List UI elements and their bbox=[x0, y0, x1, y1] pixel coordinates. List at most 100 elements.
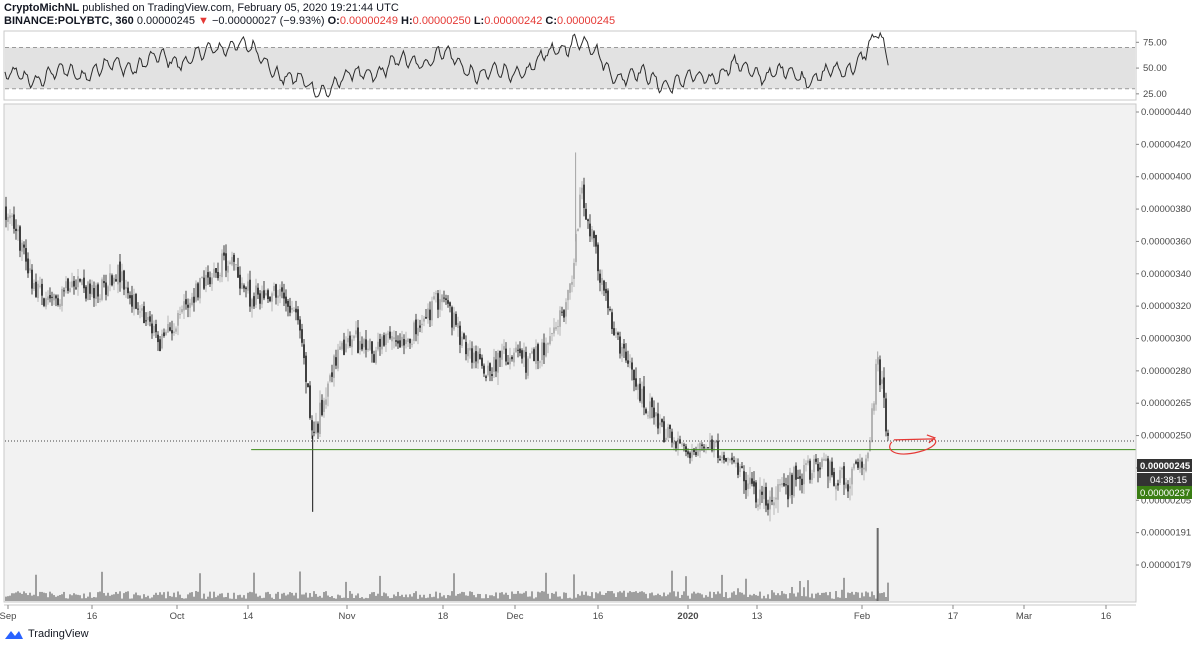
volume-bar bbox=[439, 592, 441, 601]
candle-body bbox=[543, 342, 545, 356]
candle-body bbox=[601, 277, 603, 285]
candle-body bbox=[127, 287, 129, 294]
volume-bar bbox=[709, 591, 711, 601]
volume-bar bbox=[457, 593, 459, 601]
candle-body bbox=[815, 458, 817, 462]
candle-body bbox=[697, 449, 699, 456]
candle-body bbox=[473, 352, 475, 364]
rsi-line bbox=[4, 31, 889, 98]
volume-bar bbox=[271, 597, 273, 601]
volume-bar bbox=[331, 596, 333, 601]
candle-body bbox=[15, 228, 17, 232]
candle-body bbox=[489, 363, 491, 372]
candle-body bbox=[615, 332, 617, 334]
candle-body bbox=[471, 348, 473, 363]
price-pane[interactable] bbox=[3, 103, 1137, 603]
candle-body bbox=[711, 439, 713, 451]
volume-bar bbox=[451, 591, 453, 601]
tradingview-logo-icon[interactable] bbox=[4, 628, 24, 640]
author-name[interactable]: CryptoMichNL bbox=[4, 2, 80, 14]
volume-bar bbox=[109, 595, 111, 601]
volume-bar bbox=[97, 592, 99, 601]
rsi-tick-label: 50.00 bbox=[1143, 63, 1167, 74]
price-tick-label: 0.00000440 bbox=[1141, 107, 1191, 118]
candle-body bbox=[599, 273, 601, 283]
candle-body bbox=[727, 458, 729, 460]
candle-body bbox=[323, 400, 325, 412]
candle-body bbox=[795, 465, 797, 480]
volume-bar bbox=[793, 593, 795, 601]
volume-bar bbox=[523, 592, 525, 601]
volume-bar bbox=[615, 597, 617, 601]
arrow-annotation[interactable] bbox=[889, 434, 937, 455]
volume-bar bbox=[657, 593, 659, 601]
volume-bar bbox=[323, 591, 325, 601]
tradingview-brand[interactable]: TradingView bbox=[28, 628, 89, 640]
candle-body bbox=[745, 480, 747, 491]
time-axis[interactable]: Sep 16 Oct 14 Nov 18 Dec 16 2020 13 Feb 17 Mar 16 bbox=[0, 605, 1111, 622]
volume-bar bbox=[513, 593, 515, 601]
candle-body bbox=[559, 310, 561, 327]
volume-bar bbox=[747, 597, 749, 601]
candle-body bbox=[565, 302, 567, 317]
volume-bar bbox=[655, 595, 657, 601]
volume-bar bbox=[443, 595, 445, 601]
time-tick-label: 14 bbox=[243, 611, 254, 622]
volume-bar bbox=[263, 597, 265, 601]
candle-body bbox=[459, 325, 461, 345]
volume-bar bbox=[211, 598, 213, 601]
candle-body bbox=[71, 281, 73, 287]
time-tick-label: Mar bbox=[1016, 611, 1032, 622]
candle-body bbox=[743, 471, 745, 482]
volume-bar bbox=[563, 592, 565, 601]
candle-body bbox=[575, 233, 577, 263]
candle-body bbox=[701, 444, 703, 446]
volume-bar bbox=[205, 598, 207, 601]
volume-bar bbox=[219, 593, 221, 601]
candle-body bbox=[703, 446, 705, 449]
candle-body bbox=[221, 253, 223, 278]
candle-body bbox=[763, 486, 765, 500]
candle-body bbox=[649, 401, 651, 419]
candle-body bbox=[569, 283, 571, 293]
volume-bar bbox=[169, 596, 171, 601]
candle-body bbox=[395, 340, 397, 342]
volume-bar bbox=[849, 593, 851, 601]
volume-bar bbox=[835, 591, 837, 601]
volume-bar bbox=[179, 594, 181, 601]
volume-bar bbox=[601, 594, 603, 601]
volume-bar bbox=[227, 592, 229, 601]
volume-bar bbox=[887, 582, 889, 601]
volume-bar bbox=[131, 598, 133, 601]
volume-bar bbox=[93, 596, 95, 601]
volume-bar bbox=[613, 593, 615, 601]
candle-body bbox=[801, 478, 803, 486]
candle-body bbox=[303, 344, 305, 359]
candle-body bbox=[513, 352, 515, 363]
candle-body bbox=[61, 288, 63, 306]
candle-body bbox=[535, 346, 537, 364]
volume-bar bbox=[307, 597, 309, 601]
candle-body bbox=[593, 231, 595, 239]
volume-bar bbox=[467, 595, 469, 601]
volume-bar bbox=[575, 597, 577, 601]
volume-bar bbox=[167, 591, 169, 601]
candle-body bbox=[475, 351, 477, 362]
volume-bar bbox=[261, 598, 263, 601]
volume-bar bbox=[237, 595, 239, 601]
candle-body bbox=[285, 296, 287, 304]
volume-bar bbox=[841, 589, 843, 601]
candle-body bbox=[261, 291, 263, 305]
volume-bar bbox=[661, 596, 663, 601]
volume-bar bbox=[691, 593, 693, 601]
candle-body bbox=[197, 283, 199, 298]
price-axis[interactable]: 0.00000440 0.00000420 0.00000400 0.00000380… bbox=[1135, 104, 1191, 602]
candle-body bbox=[217, 271, 219, 279]
candle-body bbox=[607, 290, 609, 309]
volume-bar bbox=[409, 594, 411, 601]
volume-bar bbox=[547, 593, 549, 601]
candle-body bbox=[627, 360, 629, 364]
candle-body bbox=[211, 277, 213, 285]
volume-bar bbox=[247, 592, 249, 601]
